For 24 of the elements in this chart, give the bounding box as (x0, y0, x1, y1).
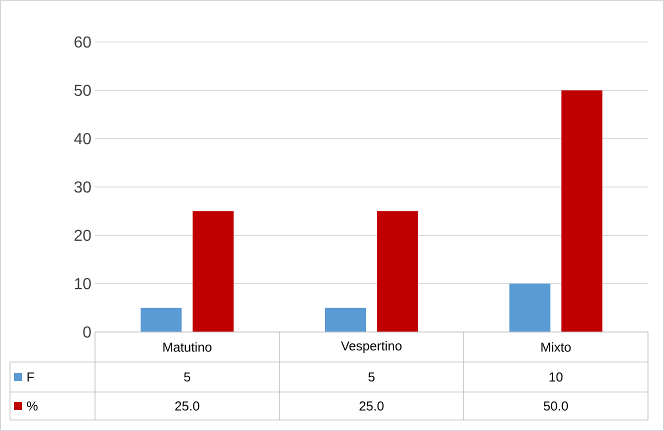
y-tick-label: 0 (83, 326, 91, 338)
y-tick-label: 30 (74, 181, 91, 193)
data-label: 5 (368, 372, 375, 382)
bar (192, 211, 234, 332)
data-label: 25.0 (175, 401, 200, 411)
data-label: 5 (184, 372, 190, 382)
bar (325, 308, 366, 332)
bar (509, 284, 550, 332)
y-tick-label: 20 (74, 230, 91, 241)
y-tick-label: 60 (74, 36, 91, 48)
bar (140, 308, 182, 332)
legend-label: % (26, 401, 38, 411)
bar (377, 211, 418, 332)
y-tick-label: 10 (74, 278, 91, 290)
x-tick-label: Vespertino (340, 340, 402, 354)
data-label: 50.0 (544, 401, 568, 411)
data-label: 10 (550, 372, 563, 382)
y-tick-label: 40 (74, 133, 91, 144)
y-tick-label: 50 (74, 84, 91, 96)
x-tick-label: Matutino (163, 342, 212, 352)
x-tick-label: Mixto (541, 342, 571, 352)
data-label: 25.0 (360, 401, 384, 411)
bar (561, 90, 602, 332)
legend-label: F (28, 372, 34, 382)
